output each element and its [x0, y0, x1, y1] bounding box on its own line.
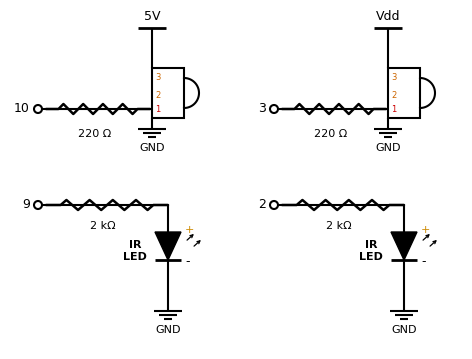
Text: 5V: 5V	[144, 10, 160, 23]
Text: +: +	[421, 225, 430, 235]
Text: 9: 9	[22, 199, 30, 211]
Text: -: -	[185, 256, 189, 269]
Bar	[152, 68, 184, 118]
Text: 2: 2	[258, 199, 266, 211]
Text: IR
LED: IR LED	[359, 240, 383, 262]
Text: 3: 3	[155, 74, 160, 83]
Polygon shape	[391, 232, 417, 260]
Text: 2: 2	[391, 92, 396, 101]
Text: -: -	[421, 256, 425, 269]
Text: GND: GND	[375, 143, 401, 153]
Text: 220 Ω: 220 Ω	[78, 129, 111, 139]
Text: +: +	[185, 225, 194, 235]
Text: GND: GND	[391, 325, 417, 335]
Text: 2 kΩ: 2 kΩ	[90, 221, 116, 231]
Text: 10: 10	[14, 103, 30, 116]
Text: 2: 2	[155, 92, 160, 101]
Text: Vdd: Vdd	[376, 10, 400, 23]
Text: 1: 1	[155, 104, 160, 113]
Text: GND: GND	[155, 325, 181, 335]
Polygon shape	[155, 232, 181, 260]
Text: 3: 3	[391, 74, 396, 83]
Bar	[388, 68, 420, 118]
Text: IR
LED: IR LED	[123, 240, 147, 262]
Text: 2 kΩ: 2 kΩ	[326, 221, 352, 231]
Text: 3: 3	[258, 103, 266, 116]
Text: 220 Ω: 220 Ω	[314, 129, 347, 139]
Text: GND: GND	[139, 143, 165, 153]
Text: 1: 1	[391, 104, 396, 113]
